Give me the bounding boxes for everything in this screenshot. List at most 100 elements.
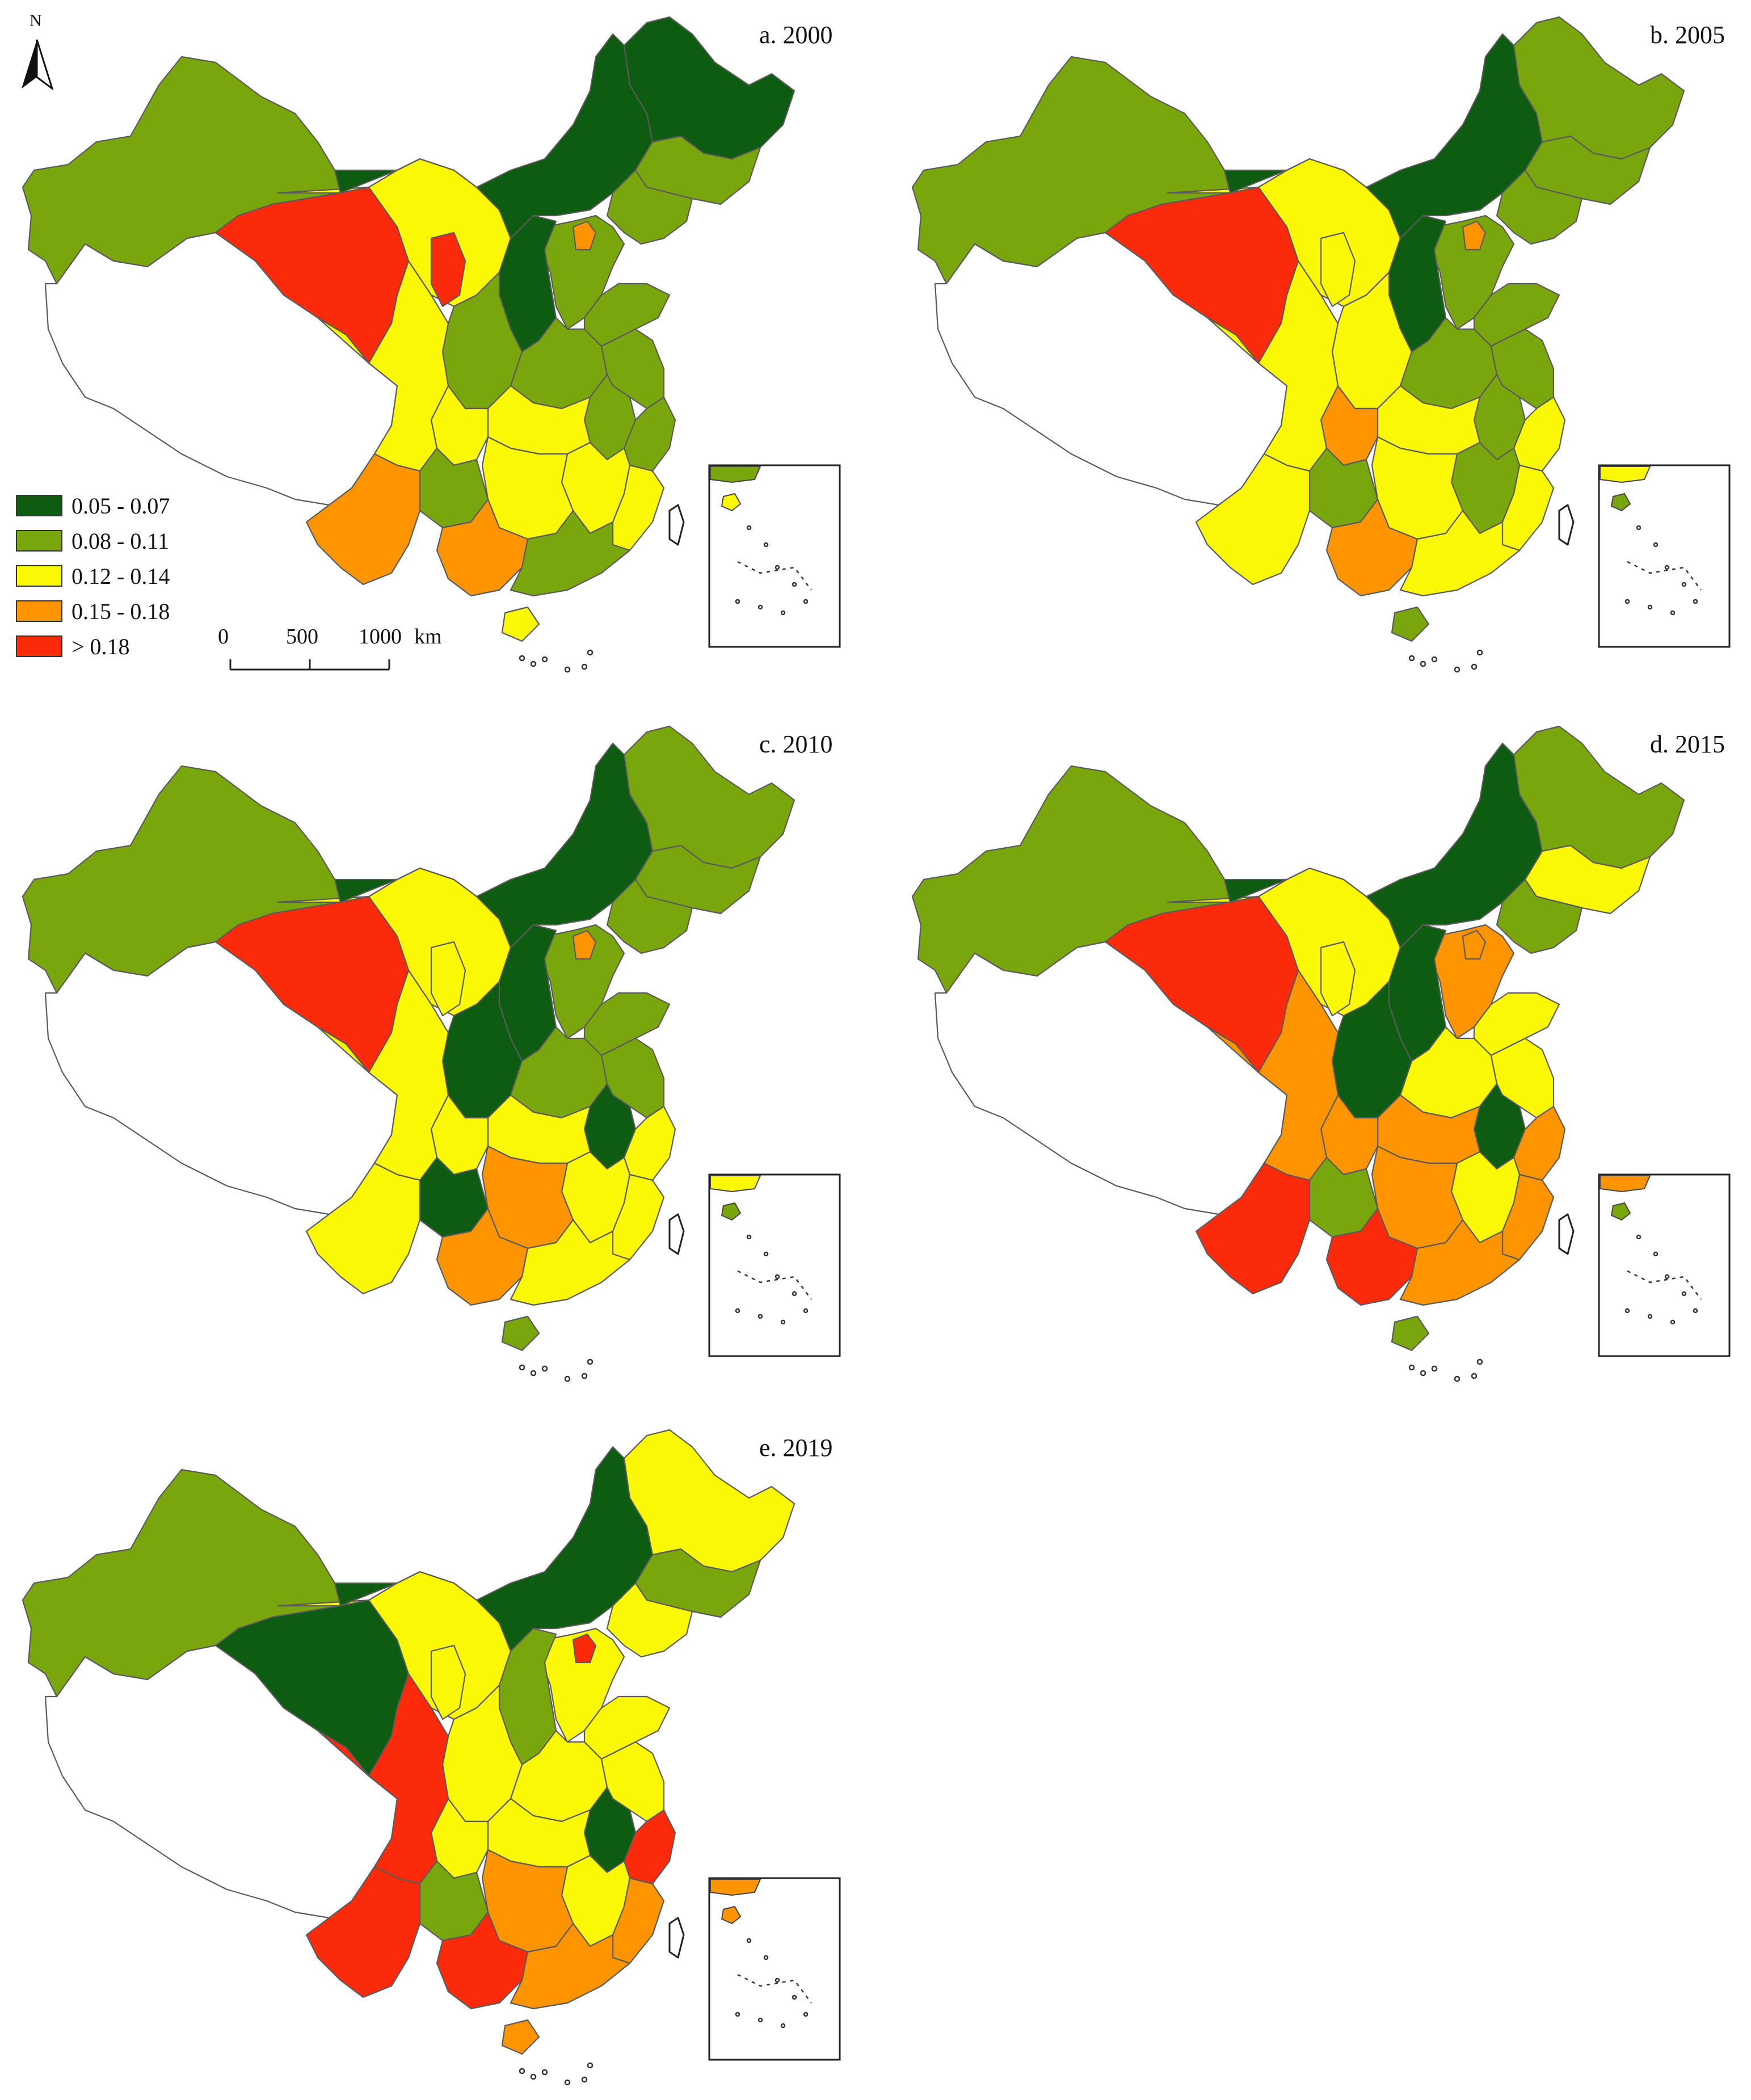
province-guangdong [510, 1922, 631, 2010]
province-yunnan [305, 1162, 421, 1295]
province-ningxia [1320, 941, 1356, 1017]
south-china-sea-inset [708, 464, 841, 648]
island-mark [519, 1364, 525, 1371]
island-mark [1476, 1358, 1483, 1365]
province-heilongjiang [1513, 725, 1685, 869]
inset-island [803, 1308, 809, 1314]
south-china-sea-inset [1598, 1173, 1731, 1357]
island-mark [1454, 1375, 1460, 1382]
province-heilongjiang [623, 725, 795, 869]
inset-frame [708, 464, 841, 648]
map-panel-2010: c. 2010 [0, 709, 862, 1402]
province-layer [911, 16, 1685, 642]
inset-island [792, 1994, 797, 2000]
inset-island [1636, 1234, 1641, 1240]
province-beijing [572, 1633, 597, 1664]
inset-island [757, 604, 763, 610]
province-hainan [501, 2019, 540, 2055]
province-liaoning [1496, 169, 1583, 245]
province-heilongjiang [1513, 16, 1685, 160]
inset-dashed-line [1627, 561, 1702, 591]
scale-unit: km [414, 625, 442, 649]
south-sea-islands [519, 1358, 594, 1382]
island-mark [541, 1365, 548, 1372]
inset-island [757, 1314, 763, 1319]
inset-mainland [710, 1879, 761, 1896]
inset-mainland [1600, 1175, 1651, 1193]
inset-island [775, 565, 780, 570]
island-mark [581, 1373, 588, 1379]
legend-swatch [16, 600, 62, 622]
inset-island [780, 2023, 786, 2029]
province-liaoning [1496, 878, 1583, 954]
inset-island [1624, 1308, 1630, 1314]
inset-island [1624, 599, 1630, 604]
inset-hainan [1610, 493, 1631, 512]
south-sea-islands [519, 2062, 594, 2086]
island-mark [530, 660, 537, 667]
legend-swatch [16, 530, 62, 552]
inset-island [763, 542, 769, 548]
map-panel-2019: e. 2019 [0, 1413, 862, 2099]
island-mark [587, 1358, 594, 1365]
inset-hainan [721, 1202, 742, 1221]
inset-island [746, 1938, 752, 1943]
inset-frame [1598, 1173, 1731, 1357]
inset-island [746, 1234, 752, 1240]
province-layer [22, 16, 795, 642]
inset-island [1681, 1291, 1687, 1297]
island-mark [1408, 655, 1415, 662]
province-shandong [583, 283, 671, 347]
legend-swatch [16, 565, 62, 587]
south-china-sea-inset [708, 1173, 841, 1357]
inset-island [792, 1291, 797, 1297]
inset-island [757, 2017, 763, 2023]
province-beijing [1462, 220, 1487, 251]
province-hainan [501, 1315, 540, 1352]
inset-island [780, 1319, 786, 1325]
map-panel-2005: b. 2005 [890, 0, 1751, 692]
province-ningxia [430, 1644, 466, 1720]
map-2015 [911, 725, 1731, 1382]
legend-label: 0.12 - 0.14 [71, 563, 170, 589]
map-panel-2000: a. 2000 [0, 0, 862, 692]
province-guangdong [510, 1219, 631, 1306]
province-sichuan [317, 1673, 449, 1885]
province-shandong [1473, 283, 1560, 347]
legend-swatch [16, 495, 62, 516]
inset-island [1693, 599, 1698, 604]
island-mark [541, 2069, 548, 2076]
map-2005 [911, 16, 1731, 673]
map-2000 [22, 16, 841, 673]
island-mark [1471, 663, 1478, 670]
inset-frame [708, 1877, 841, 2061]
map-2019 [22, 1429, 841, 2086]
legend-swatch [16, 636, 62, 657]
province-beijing [572, 220, 597, 251]
inset-island [1681, 582, 1687, 587]
inset-mainland [710, 1175, 761, 1193]
province-sichuan [1206, 260, 1339, 472]
island-mark [1471, 1373, 1478, 1379]
scale-label-500: 500 [286, 625, 318, 649]
inset-island [780, 610, 786, 616]
inset-hainan [721, 493, 742, 512]
inset-frame [1598, 464, 1731, 648]
island-mark [1431, 1365, 1438, 1372]
province-guangdong [1399, 510, 1521, 597]
inset-island [1636, 525, 1641, 531]
inset-island [1647, 1314, 1653, 1319]
inset-island [1664, 565, 1670, 570]
island-mark [1420, 1370, 1426, 1377]
province-shandong [583, 1695, 671, 1760]
inset-hainan [721, 1905, 742, 1925]
map-panel-2015: d. 2015 [890, 709, 1751, 1402]
inset-island [1653, 542, 1659, 548]
island-mark [564, 666, 571, 673]
province-yunnan [1195, 453, 1311, 586]
province-yunnan [1195, 1162, 1311, 1295]
province-guangdong [1399, 1219, 1521, 1306]
island-mark [541, 656, 548, 663]
island-mark [1408, 1364, 1415, 1371]
inset-island [1670, 610, 1676, 616]
